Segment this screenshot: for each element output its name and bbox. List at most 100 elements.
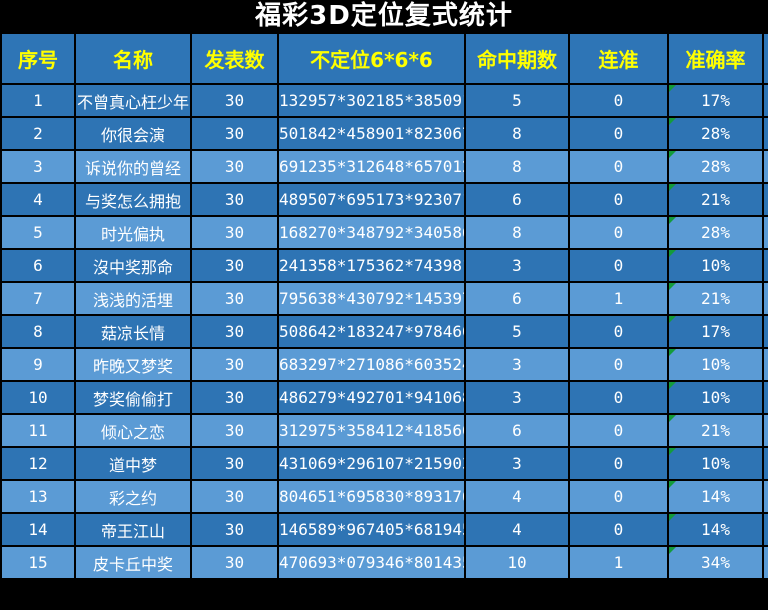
cell-sliver [762, 479, 768, 514]
accuracy-value: 10% [701, 355, 730, 374]
cell-published: 30 [190, 314, 279, 349]
accuracy-value: 10% [701, 454, 730, 473]
table-row: 3 诉说你的曾经 30 691235*312648*657012 8 0 28% [0, 149, 768, 184]
cell-streak: 0 [568, 347, 669, 382]
cell-combo: 146589*967405*681945 [277, 512, 466, 547]
cell-combo: 795638*430792*145397 [277, 281, 466, 316]
table-row: 10 梦奖偷偷打 30 486279*492701*941068 3 0 10% [0, 380, 768, 415]
cell-name: 道中梦 [74, 446, 192, 481]
cell-sliver [762, 83, 768, 118]
cell-published: 30 [190, 380, 279, 415]
cell-hits: 3 [464, 446, 570, 481]
col-header-accuracy: 准确率 [667, 32, 764, 85]
cell-streak: 0 [568, 182, 669, 217]
cell-published: 30 [190, 83, 279, 118]
cell-hits: 4 [464, 479, 570, 514]
error-indicator-triangle-icon [670, 317, 676, 323]
cell-streak: 0 [568, 413, 669, 448]
cell-no: 8 [0, 314, 76, 349]
cell-published: 30 [190, 512, 279, 547]
table-row: 11 倾心之恋 30 312975*358412*418560 6 0 21% [0, 413, 768, 448]
stats-table: 序号 名称 发表数 不定位6*6*6 命中期数 连准 准确率 1 不曾真心枉少年… [0, 32, 768, 580]
cell-hits: 8 [464, 215, 570, 250]
cell-combo: 486279*492701*941068 [277, 380, 466, 415]
page-title: 福彩3D定位复式统计 [0, 0, 768, 32]
cell-no: 2 [0, 116, 76, 151]
header-row: 序号 名称 发表数 不定位6*6*6 命中期数 连准 准确率 [0, 32, 768, 85]
error-indicator-triangle-icon [670, 515, 676, 521]
accuracy-value: 28% [701, 223, 730, 242]
cell-accuracy: 17% [667, 83, 764, 118]
col-header-combo: 不定位6*6*6 [277, 32, 466, 85]
cell-accuracy: 14% [667, 479, 764, 514]
cell-combo: 804651*695830*893176 [277, 479, 466, 514]
cell-accuracy: 10% [667, 347, 764, 382]
cell-sliver [762, 446, 768, 481]
cell-hits: 3 [464, 380, 570, 415]
accuracy-value: 10% [701, 256, 730, 275]
cell-hits: 5 [464, 83, 570, 118]
table-row: 6 沒中奖那命 30 241358*175362*743981 3 0 10% [0, 248, 768, 283]
cell-sliver [762, 182, 768, 217]
cell-no: 15 [0, 545, 76, 580]
cell-streak: 0 [568, 149, 669, 184]
cell-published: 30 [190, 215, 279, 250]
error-indicator-triangle-icon [670, 383, 676, 389]
cell-accuracy: 17% [667, 314, 764, 349]
cell-no: 13 [0, 479, 76, 514]
cell-name: 与奖怎么拥抱 [74, 182, 192, 217]
cell-no: 11 [0, 413, 76, 448]
cell-combo: 168270*348792*340586 [277, 215, 466, 250]
cell-sliver [762, 347, 768, 382]
cell-no: 6 [0, 248, 76, 283]
cell-published: 30 [190, 413, 279, 448]
table-row: 14 帝王江山 30 146589*967405*681945 4 0 14% [0, 512, 768, 547]
error-indicator-triangle-icon [670, 251, 676, 257]
table-row: 1 不曾真心枉少年 30 132957*302185*385091 5 0 17… [0, 83, 768, 118]
cell-hits: 6 [464, 281, 570, 316]
col-header-sliver [762, 32, 768, 85]
cell-hits: 6 [464, 413, 570, 448]
cell-sliver [762, 215, 768, 250]
cell-streak: 0 [568, 479, 669, 514]
cell-no: 9 [0, 347, 76, 382]
col-header-streak: 连准 [568, 32, 669, 85]
col-header-name: 名称 [74, 32, 192, 85]
cell-sliver [762, 545, 768, 580]
cell-sliver [762, 248, 768, 283]
cell-hits: 8 [464, 116, 570, 151]
cell-sliver [762, 116, 768, 151]
table-row: 2 你很会演 30 501842*458901*823067 8 0 28% [0, 116, 768, 151]
cell-streak: 0 [568, 380, 669, 415]
cell-accuracy: 21% [667, 413, 764, 448]
cell-accuracy: 28% [667, 116, 764, 151]
cell-sliver [762, 149, 768, 184]
cell-accuracy: 10% [667, 380, 764, 415]
cell-streak: 0 [568, 446, 669, 481]
col-header-published: 发表数 [190, 32, 279, 85]
cell-hits: 5 [464, 314, 570, 349]
error-indicator-triangle-icon [670, 185, 676, 191]
cell-hits: 8 [464, 149, 570, 184]
accuracy-value: 28% [701, 124, 730, 143]
error-indicator-triangle-icon [670, 416, 676, 422]
accuracy-value: 34% [701, 553, 730, 572]
accuracy-value: 17% [701, 91, 730, 110]
accuracy-value: 21% [701, 289, 730, 308]
cell-accuracy: 21% [667, 182, 764, 217]
cell-no: 5 [0, 215, 76, 250]
accuracy-value: 21% [701, 421, 730, 440]
error-indicator-triangle-icon [670, 152, 676, 158]
cell-name: 昨晚又梦奖 [74, 347, 192, 382]
cell-published: 30 [190, 545, 279, 580]
cell-accuracy: 34% [667, 545, 764, 580]
table-row: 13 彩之约 30 804651*695830*893176 4 0 14% [0, 479, 768, 514]
cell-published: 30 [190, 446, 279, 481]
table-row: 15 皮卡丘中奖 30 470693*079346*801435 10 1 34… [0, 545, 768, 580]
cell-name: 不曾真心枉少年 [74, 83, 192, 118]
table-row: 7 浅浅的活埋 30 795638*430792*145397 6 1 21% [0, 281, 768, 316]
cell-streak: 0 [568, 215, 669, 250]
cell-combo: 132957*302185*385091 [277, 83, 466, 118]
cell-streak: 1 [568, 545, 669, 580]
error-indicator-triangle-icon [670, 218, 676, 224]
